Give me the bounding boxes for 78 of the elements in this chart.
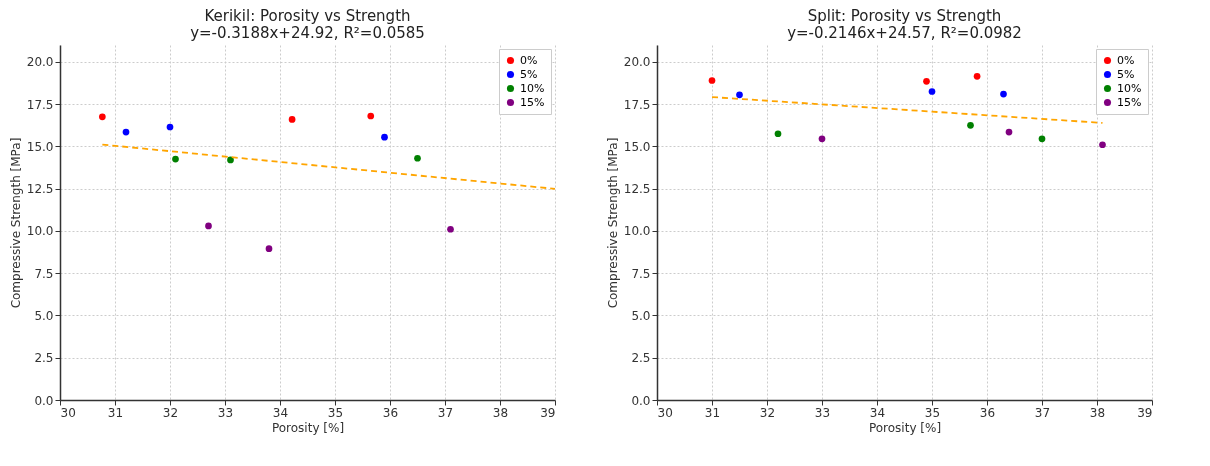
- point: [265, 245, 273, 253]
- x-tick-label: 32: [162, 405, 179, 420]
- point: [227, 156, 234, 164]
- y-tick-label: 17.5: [26, 97, 54, 112]
- point: [818, 135, 826, 143]
- y-tick-label: 10.0: [623, 224, 651, 239]
- y-tick-label: 2.5: [631, 351, 651, 366]
- y-tick-label: 15.0: [623, 139, 651, 154]
- point: [1005, 128, 1013, 136]
- y-tick-label: 7.5: [34, 266, 54, 281]
- x-tick-label: 31: [704, 405, 721, 420]
- y-tick-label: 10.0: [26, 224, 54, 239]
- point: [381, 133, 388, 141]
- point: [1038, 135, 1046, 143]
- point: [708, 77, 716, 84]
- x-tick-label: 34: [869, 405, 886, 420]
- legend-label: 15%: [1117, 95, 1142, 109]
- x-tick-label: 36: [979, 405, 996, 420]
- x-tick-label: 38: [492, 405, 509, 420]
- point: [414, 154, 421, 162]
- point: [447, 225, 454, 233]
- point: [967, 121, 974, 129]
- point: [205, 222, 212, 230]
- x-tick-label: 39: [1137, 405, 1153, 420]
- point: [736, 91, 743, 99]
- x-tick-label: 38: [1089, 405, 1106, 420]
- y-axis-title: Compressive Strength [MPa]: [605, 137, 620, 309]
- legend-label: 5%: [1117, 67, 1135, 81]
- x-tick-label: 30: [657, 405, 673, 420]
- y-tick-label: 12.5: [623, 182, 651, 197]
- x-axis-title: Porosity [%]: [271, 420, 345, 435]
- point: [288, 116, 296, 123]
- y-tick-label: 0.0: [631, 393, 651, 408]
- point: [172, 155, 179, 163]
- point: [774, 130, 782, 138]
- y-tick-label: 12.5: [26, 182, 54, 197]
- y-tick-label: 20.0: [26, 55, 54, 70]
- y-tick-label: 15.0: [26, 139, 54, 154]
- legend-label: 10%: [520, 81, 545, 95]
- chart-subtitle: y=-0.3188x+24.92, R²=0.0585: [190, 24, 425, 42]
- point: [923, 78, 930, 85]
- point: [166, 123, 174, 131]
- x-tick-label: 37: [1034, 405, 1051, 420]
- point: [122, 128, 130, 136]
- point: [367, 112, 375, 120]
- x-tick-label: 37: [437, 405, 454, 420]
- legend-label: 15%: [520, 95, 545, 109]
- legend-label: 10%: [1117, 81, 1142, 95]
- x-tick-label: 34: [272, 405, 289, 420]
- chart-title: Kerikil: Porosity vs Strength: [204, 7, 411, 25]
- y-axis-title: Compressive Strength [MPa]: [8, 137, 23, 309]
- x-tick-label: 30: [60, 405, 76, 420]
- point: [1099, 141, 1106, 149]
- point: [1000, 90, 1007, 98]
- legend-label: 0%: [520, 53, 538, 67]
- y-tick-label: 5.0: [34, 308, 54, 323]
- chart-subtitle: y=-0.2146x+24.57, R²=0.0982: [787, 24, 1022, 42]
- y-tick-label: 7.5: [631, 266, 651, 281]
- x-tick-label: 35: [327, 405, 344, 420]
- y-tick-label: 0.0: [34, 393, 54, 408]
- x-tick-label: 33: [217, 405, 234, 420]
- x-tick-label: 36: [382, 405, 399, 420]
- point: [99, 113, 106, 121]
- y-tick-label: 17.5: [623, 97, 651, 112]
- point: [973, 72, 981, 80]
- point: [928, 88, 936, 95]
- y-tick-label: 20.0: [623, 55, 651, 70]
- y-tick-label: 2.5: [34, 351, 54, 366]
- legend-label: 0%: [1117, 53, 1135, 67]
- chart-title: Split: Porosity vs Strength: [807, 7, 1002, 25]
- x-tick-label: 39: [540, 405, 556, 420]
- legend-label: 5%: [520, 67, 538, 81]
- x-tick-label: 35: [924, 405, 941, 420]
- x-tick-label: 32: [759, 405, 776, 420]
- x-axis-title: Porosity [%]: [868, 420, 942, 435]
- y-tick-label: 5.0: [631, 308, 651, 323]
- x-tick-label: 31: [107, 405, 124, 420]
- x-tick-label: 33: [814, 405, 831, 420]
